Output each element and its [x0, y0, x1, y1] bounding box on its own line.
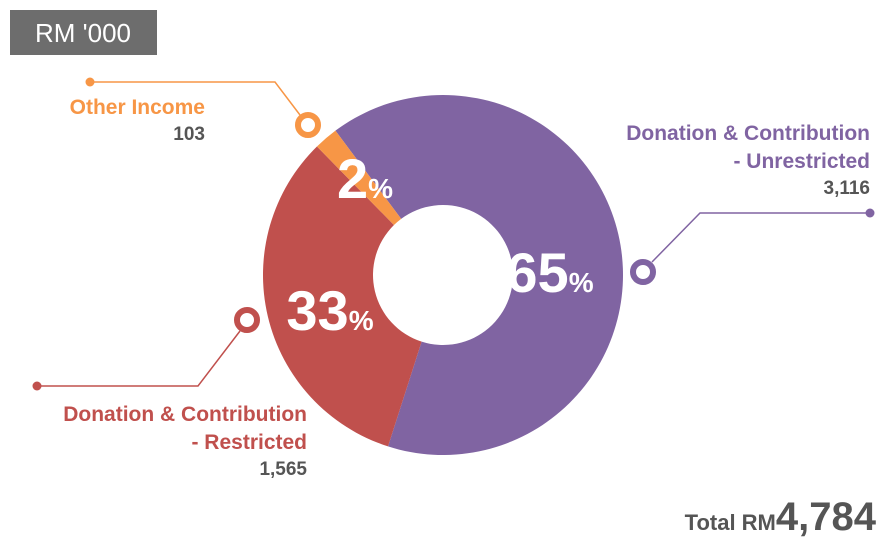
unit-label: RM '000: [35, 18, 131, 48]
legend-label: Other Income: [70, 96, 205, 119]
unit-box: [10, 10, 157, 55]
segment: [316, 130, 402, 226]
segment: [335, 95, 624, 455]
legend-label: Donation & Contribution: [63, 403, 307, 426]
percent-label: 33%: [286, 279, 373, 342]
leader-dot: [85, 77, 95, 87]
segment: [263, 146, 422, 447]
percent-symbol: %: [368, 173, 393, 204]
total: Total RM4,784: [685, 495, 877, 539]
leader-line: [651, 212, 870, 263]
total-value: 4,784: [776, 495, 877, 539]
percent-label: 65%: [506, 241, 593, 304]
legend-label: - Restricted: [191, 431, 307, 454]
leader-line: [37, 330, 241, 387]
amount-label: 1,565: [259, 459, 307, 480]
percent-value: 33: [286, 279, 348, 342]
leader-ring: [630, 259, 656, 285]
leader-dot: [32, 381, 42, 391]
percent-symbol: %: [569, 267, 594, 298]
percent-value: 65: [506, 241, 568, 304]
percent-symbol: %: [349, 305, 374, 336]
leader-ring: [234, 307, 260, 333]
percent-label: 2%: [337, 147, 393, 210]
leader-line: [90, 81, 301, 116]
leader-ring: [295, 112, 321, 138]
percent-value: 2: [337, 147, 368, 210]
amount-label: 3,116: [824, 178, 871, 199]
amount-label: 103: [173, 124, 205, 145]
leader-dot: [865, 208, 875, 218]
total-prefix: Total RM: [685, 510, 776, 535]
legend-label: - Unrestricted: [733, 150, 870, 173]
legend-label: Donation & Contribution: [626, 122, 870, 145]
